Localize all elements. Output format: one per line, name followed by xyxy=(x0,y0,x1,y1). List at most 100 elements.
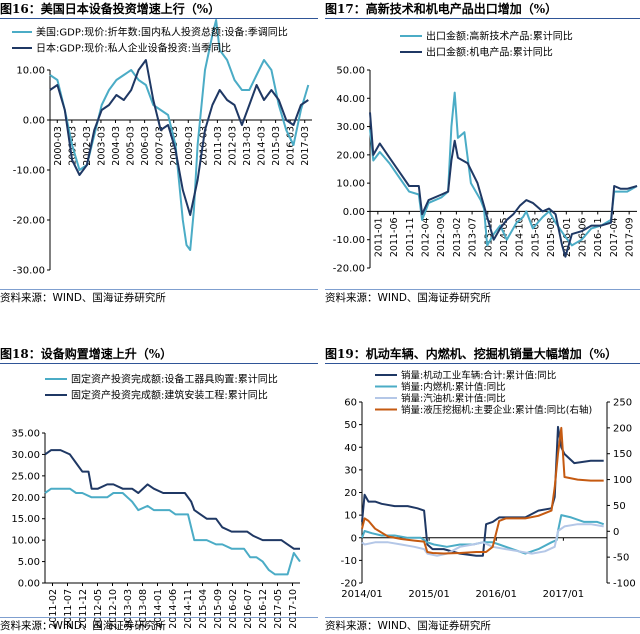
x-tick-label: 2003-03 xyxy=(96,126,107,166)
y-tick-label: -20.00 xyxy=(333,264,365,275)
x-tick-label: 2016-07 xyxy=(243,589,254,629)
legend-label: 出口金额:高新技术产品:累计同比 xyxy=(426,30,573,43)
y-right-tick-label: -50 xyxy=(613,553,629,564)
x-tick-label: 2015-08 xyxy=(546,217,557,257)
chart-panel-19: 图19：机动车辆、内燃机、挖掘机销量大幅增加（%） -20 -10 0 10 20 30 4… xyxy=(325,345,640,634)
y-tick-label: 0.00 xyxy=(343,207,365,218)
x-tick-label: 2011-03 xyxy=(213,126,224,166)
y-tick-label: -10.00 xyxy=(333,235,365,246)
series-line-2 xyxy=(49,59,309,216)
x-tick-label: 2004-03 xyxy=(111,126,122,166)
y-right-tick-label: 100 xyxy=(613,475,632,486)
y-tick-label: 35.00 xyxy=(11,429,40,440)
y-tick-label: 15.00 xyxy=(11,514,40,525)
legend-label: 固定资产投资完成额:建筑安装工程:累计同比 xyxy=(71,389,268,402)
chart-title: 图17：高新技术和机电产品出口增加（%） xyxy=(325,0,640,19)
y-right-tick-label: 150 xyxy=(613,449,632,460)
x-tick-label: 2010-03 xyxy=(198,126,209,166)
x-tick-label: 2016-02 xyxy=(228,589,239,629)
x-tick-label: 2016-03 xyxy=(286,126,297,166)
legend-label: 销量:机动工业车辆:合计:累计值:同比 xyxy=(401,370,556,382)
series-line-1 xyxy=(44,487,301,576)
x-tick-label: 2014-03 xyxy=(257,126,268,166)
y-tick-label: 60 xyxy=(344,398,357,409)
chart-panel-18: 图18：设备购置增速上升（%） 0.00 5.00 10.00 15.00 20.00 2… xyxy=(0,345,318,634)
x-tick-label: 2016-01 xyxy=(562,217,573,257)
y-tick-label: 10.00 xyxy=(16,66,45,77)
y-tick-label: 50 xyxy=(344,420,357,431)
chart-title: 图19：机动车辆、内燃机、挖掘机销量大幅增加（%） xyxy=(325,345,640,364)
x-tick-label: 2000-03 xyxy=(53,126,64,166)
legend-label: 出口金额:机电产品:累计同比 xyxy=(426,46,553,59)
x-tick-label: 2011-01 xyxy=(373,217,384,257)
x-tick-label: 2014-06 xyxy=(168,589,179,629)
x-tick-label: 2014-05 xyxy=(499,217,510,257)
y-tick-label: 10 xyxy=(344,511,357,522)
source-note: 资料来源：WIND、国海证券研究所 xyxy=(0,289,318,306)
x-tick-label: 2015-09 xyxy=(213,589,224,629)
series-line-2 xyxy=(361,514,605,555)
x-tick-label: 2007-03 xyxy=(155,126,166,166)
x-tick-label: 2014/01 xyxy=(341,589,383,600)
legend-label: 日本:GDP:现价:私人企业设备投资:当季同比 xyxy=(36,42,231,55)
x-tick-label: 2006-03 xyxy=(140,126,151,166)
y-right-tick-label: 50 xyxy=(613,501,626,512)
series-line-3 xyxy=(361,523,604,557)
source-note: 资料来源：WIND、国海证券研究所 xyxy=(325,617,640,634)
x-tick-label: 2016/01 xyxy=(475,589,517,600)
x-tick-label: 2012-05 xyxy=(93,589,104,629)
x-tick-label: 2017/01 xyxy=(543,589,585,600)
x-tick-label: 2011-07 xyxy=(63,589,74,629)
x-tick-label: 2012-09 xyxy=(436,217,447,257)
x-tick-label: 2015-03 xyxy=(271,126,282,166)
y-right-tick-label: 250 xyxy=(613,398,632,409)
legend-label: 销量:汽油机:累计值:同比 xyxy=(401,393,506,405)
y-tick-label: 30 xyxy=(344,465,357,476)
y-tick-label: 5.00 xyxy=(18,557,40,568)
y-tick-label: 30.00 xyxy=(11,450,40,461)
chart-panel-17: 图17：高新技术和机电产品出口增加（%） -20.00 -10.00 0.00 10.… xyxy=(325,0,640,312)
x-tick-label: 2016-11 xyxy=(593,217,604,257)
series-line-2 xyxy=(369,112,638,258)
x-tick-label: 2016-12 xyxy=(258,589,269,629)
x-tick-label: 2011-02 xyxy=(48,589,59,629)
chart-title: 图16：美国日本设备投资增速上行（%） xyxy=(0,0,318,19)
chart-19-plot: -20-100102030405060-100-5005010015020025… xyxy=(341,370,636,601)
y-tick-label: 10.00 xyxy=(11,536,40,547)
x-tick-label: 2015-04 xyxy=(198,589,209,629)
x-tick-label: 2017-09 xyxy=(625,217,636,257)
x-tick-label: 2011-12 xyxy=(78,589,89,629)
x-tick-label: 2013-12 xyxy=(483,217,494,257)
y-tick-label: -20.00 xyxy=(13,216,45,227)
legend-label: 美国:GDP:现价:折年数:国内私人投资总额:设备:季调同比 xyxy=(36,26,288,39)
y-right-tick-label: -100 xyxy=(613,579,636,590)
series-line-2 xyxy=(44,449,300,550)
x-tick-label: 2015-03 xyxy=(530,217,541,257)
x-tick-label: 2011-06 xyxy=(389,217,400,257)
legend-label: 销量:内燃机:累计值:同比 xyxy=(401,381,506,393)
x-tick-label: 2009-03 xyxy=(184,126,195,166)
y-tick-label: 0.00 xyxy=(18,579,40,590)
x-tick-label: 2013-03 xyxy=(242,126,253,166)
x-tick-label: 2017-04 xyxy=(609,217,620,257)
y-right-tick-label: 200 xyxy=(613,423,632,434)
x-tick-label: 2013-07 xyxy=(468,217,479,257)
x-tick-label: 2014-10 xyxy=(515,217,526,257)
y-tick-label: 20 xyxy=(344,488,357,499)
y-tick-label: -20 xyxy=(341,579,357,590)
y-tick-label: 20.00 xyxy=(11,493,40,504)
y-tick-label: 40 xyxy=(344,443,357,454)
x-tick-label: 2013-02 xyxy=(452,217,463,257)
x-tick-label: 2017-05 xyxy=(273,589,284,629)
x-tick-label: 2013-08 xyxy=(138,589,149,629)
x-tick-label: 2017-10 xyxy=(288,589,299,629)
y-tick-label: 40.00 xyxy=(336,94,365,105)
y-tick-label: 25.00 xyxy=(11,471,40,482)
chart-17-plot: -20.00 -10.00 0.00 10.00 20.00 30.00 40.00 50.0… xyxy=(333,30,638,275)
source-note: 资料来源：WIND、国海证券研究所 xyxy=(0,617,318,634)
x-tick-label: 2015/01 xyxy=(408,589,450,600)
y-tick-label: 50.00 xyxy=(336,66,365,77)
chart-title: 图18：设备购置增速上升（%） xyxy=(0,345,318,364)
x-tick-label: 2017-03 xyxy=(300,126,311,166)
